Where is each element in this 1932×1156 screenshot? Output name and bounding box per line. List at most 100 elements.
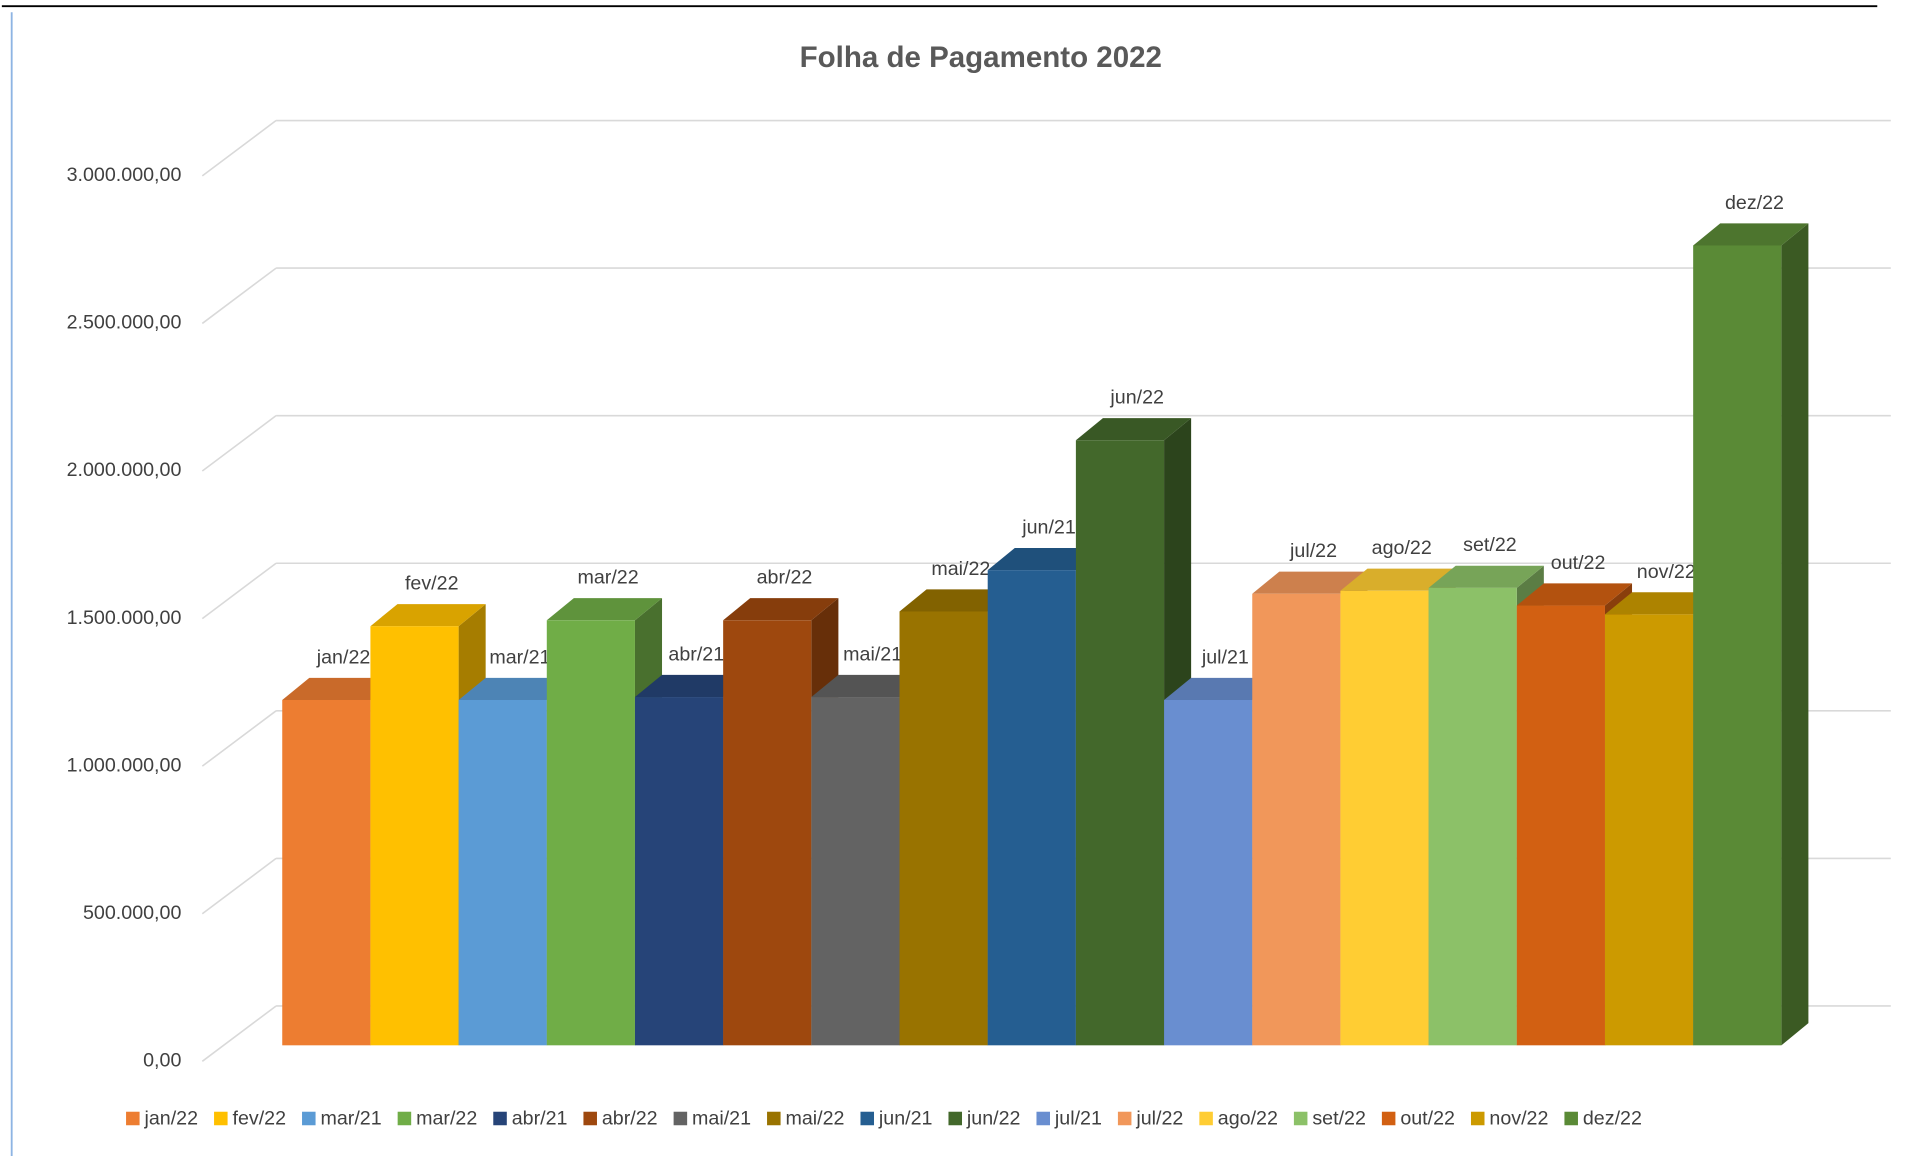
legend-swatch xyxy=(1381,1111,1396,1126)
bar-top xyxy=(899,589,1015,612)
bar xyxy=(1164,699,1253,1046)
data-label: mar/21 xyxy=(489,646,550,668)
bar xyxy=(370,626,459,1046)
y-tick-label: 2.000.000,00 xyxy=(67,459,182,481)
y-tick-label: 3.000.000,00 xyxy=(67,164,182,186)
legend-swatch xyxy=(583,1111,597,1126)
data-label: abr/21 xyxy=(668,643,724,665)
legend-label: nov/22 xyxy=(1489,1107,1548,1129)
legend-swatch xyxy=(126,1111,140,1126)
bar-top xyxy=(634,674,751,698)
data-label: jul/22 xyxy=(1289,540,1337,562)
bar-top xyxy=(1075,418,1192,441)
legend-label: jul/21 xyxy=(1054,1107,1102,1129)
legend-label: abr/21 xyxy=(512,1107,568,1129)
legend-swatch xyxy=(1564,1111,1578,1126)
bar xyxy=(987,570,1076,1046)
y-tick-label: 1.000.000,00 xyxy=(67,754,182,776)
bar xyxy=(811,697,900,1046)
y-tick-label: 1.500.000,00 xyxy=(67,607,182,629)
chart-title: Folha de Pagamento 2022 xyxy=(800,41,1162,74)
data-label: ago/22 xyxy=(1372,537,1432,559)
bar-top xyxy=(282,677,398,700)
data-label: mar/22 xyxy=(578,567,639,589)
grid-line-side xyxy=(201,1005,277,1062)
legend-label: out/22 xyxy=(1400,1107,1455,1129)
bar xyxy=(1428,587,1517,1046)
bar xyxy=(546,620,635,1046)
bar-top xyxy=(1164,677,1280,700)
bar-top xyxy=(1428,565,1544,588)
data-label: set/22 xyxy=(1463,534,1517,556)
legend-label: mar/22 xyxy=(416,1107,477,1129)
grid-line-side xyxy=(201,857,277,915)
data-label: fev/22 xyxy=(405,573,459,595)
bar-top xyxy=(987,547,1103,571)
bar-top xyxy=(458,677,574,700)
bar-top xyxy=(546,598,663,621)
legend-swatch xyxy=(767,1111,781,1126)
data-label: jun/22 xyxy=(1109,387,1164,409)
grid-line-side xyxy=(201,267,277,325)
bar xyxy=(723,620,812,1046)
bar-side xyxy=(1781,223,1809,1046)
legend-swatch xyxy=(1470,1111,1485,1126)
grid-line-side xyxy=(201,119,277,177)
bar xyxy=(458,699,547,1046)
bar-top xyxy=(811,674,927,698)
legend-label: mai/21 xyxy=(692,1107,751,1129)
legend-label: abr/22 xyxy=(602,1107,658,1129)
bar xyxy=(1693,245,1782,1046)
y-tick-label: 500.000,00 xyxy=(83,902,181,924)
data-label: mai/22 xyxy=(931,558,990,580)
grid-line-side xyxy=(201,562,277,620)
legend-swatch xyxy=(1293,1111,1308,1126)
legend-swatch xyxy=(860,1111,875,1126)
legend-swatch xyxy=(1036,1111,1051,1126)
legend-label: jun/22 xyxy=(966,1107,1021,1129)
legend-label: jan/22 xyxy=(144,1107,199,1129)
legend-label: jun/21 xyxy=(878,1107,933,1129)
bar xyxy=(899,611,988,1046)
legend-swatch xyxy=(1117,1111,1132,1126)
legend-swatch xyxy=(214,1111,228,1126)
data-label: jul/21 xyxy=(1201,646,1249,668)
bar xyxy=(1340,590,1429,1046)
legend-swatch xyxy=(673,1111,688,1126)
bar xyxy=(1075,440,1165,1046)
data-label: abr/22 xyxy=(757,567,813,589)
grid-line-side xyxy=(201,415,277,472)
data-label: out/22 xyxy=(1551,552,1606,574)
bar xyxy=(1604,614,1694,1046)
bar xyxy=(282,699,371,1046)
data-label: dez/22 xyxy=(1725,192,1784,214)
bar-top xyxy=(1340,568,1456,591)
legend-label: dez/22 xyxy=(1583,1107,1642,1129)
legend-label: set/22 xyxy=(1312,1107,1366,1129)
bar-top xyxy=(1252,571,1368,594)
legend-label: mar/21 xyxy=(320,1107,381,1129)
bar xyxy=(1516,605,1605,1046)
legend-swatch xyxy=(397,1111,412,1126)
bar-top xyxy=(1604,592,1721,615)
data-label: mai/21 xyxy=(843,643,902,665)
data-label: jun/21 xyxy=(1021,517,1076,539)
data-label: jan/22 xyxy=(316,646,371,668)
y-tick-label: 0,00 xyxy=(143,1050,181,1072)
legend-label: jul/22 xyxy=(1135,1107,1183,1129)
bar-top xyxy=(370,604,486,627)
grid-line-side xyxy=(201,710,277,767)
bar xyxy=(634,697,724,1046)
bar xyxy=(1252,593,1341,1046)
bar-top xyxy=(1516,583,1633,606)
legend-label: mai/22 xyxy=(785,1107,844,1129)
legend-label: fev/22 xyxy=(232,1107,286,1129)
legend-label: ago/22 xyxy=(1218,1107,1278,1129)
legend-swatch xyxy=(302,1111,316,1126)
y-tick-label: 2.500.000,00 xyxy=(67,312,182,334)
bar-top xyxy=(1693,223,1809,246)
data-label: nov/22 xyxy=(1637,561,1696,583)
bar-top xyxy=(723,598,839,621)
legend-swatch xyxy=(1199,1111,1213,1126)
